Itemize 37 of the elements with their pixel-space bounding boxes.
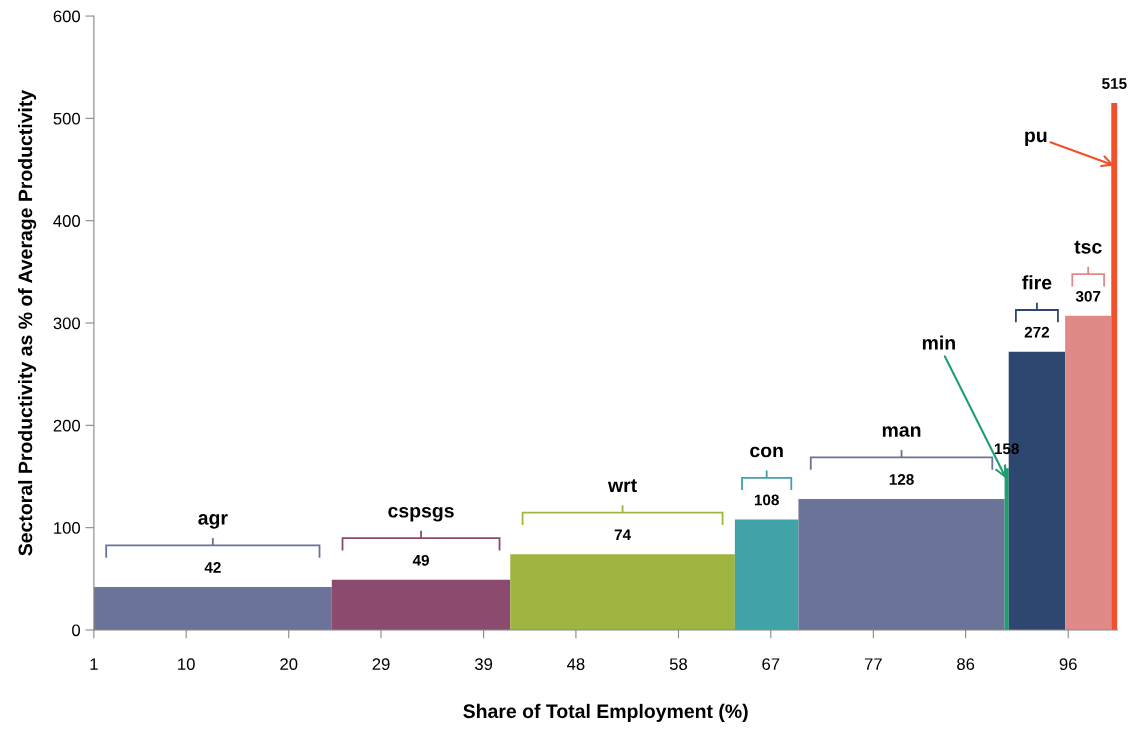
x-tick-label: 10 [178,658,195,671]
data-label: 108 [754,494,779,506]
annotation: agr [198,514,228,529]
annotation: wrt [607,479,637,493]
data-label: 74 [614,529,631,540]
annotation: tsc [1074,240,1102,254]
x-tick-label: 48 [567,658,585,671]
x-tick-label: 86 [957,658,975,671]
y-tick-label: 300 [53,317,81,330]
annotation: fire [1022,275,1052,290]
y-tick-label: 600 [53,10,81,23]
data-label: 128 [889,474,914,485]
x-tick-label: 29 [372,658,390,671]
x-tick-label: 20 [280,658,298,671]
annotation: pu [1025,131,1047,147]
annotation: cspsgs [388,506,454,522]
x-tick-label: 58 [669,658,688,671]
x-tick-label: 96 [1059,658,1077,671]
data-label: 42 [204,562,221,573]
x-tick-label: 77 [864,658,882,670]
x-tick-label: 1 [90,658,98,670]
y-tick-label: 200 [53,419,81,432]
y-tick-label: 500 [53,112,81,125]
x-tick-label: 67 [762,658,780,671]
x-axis-title: Share of Total Employment (%) [463,703,748,722]
annotation: man [882,426,921,437]
data-label: 307 [1075,290,1101,302]
data-label: 49 [412,554,429,566]
data-label: 515 [1102,78,1127,89]
data-label: 272 [1024,326,1050,338]
annotation: min [922,335,955,350]
annotation: con [750,446,783,458]
y-tick-label: 100 [54,522,81,534]
x-tick-label: 39 [474,658,493,671]
y-axis-title: Sectoral Productivity as % of Average Productivity [18,89,37,556]
y-tick-label: 400 [53,215,81,227]
y-tick-label: 0 [72,624,81,637]
